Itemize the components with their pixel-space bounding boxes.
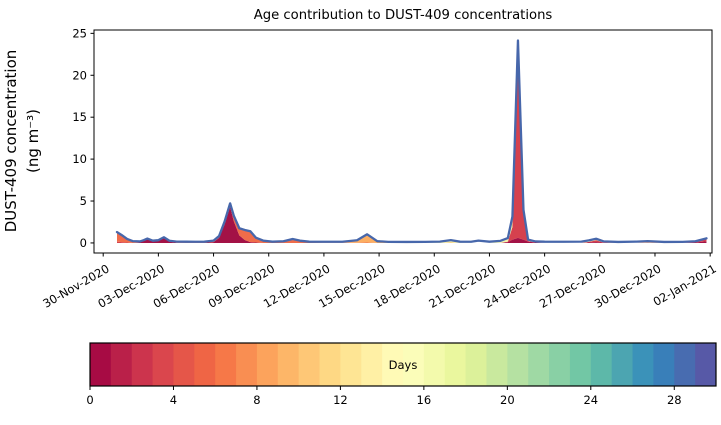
colorbar-tick-label: 24 [583,393,598,407]
area-layer-age-9-12-days [116,53,707,243]
colorbar-segment [110,343,133,386]
colorbar-label: Days [389,358,418,372]
colorbar-segment [444,343,467,386]
colorbar-segment [653,343,675,386]
colorbar-segment [90,343,112,386]
colorbar-tick-label: 20 [500,393,515,407]
stacked-area-layers [115,39,708,244]
x-tick-label: 02-Jan-2021 [651,261,719,308]
area-layer-age-0-2-days [116,206,707,243]
plot-border [93,29,713,254]
colorbar-tick-label: 8 [253,393,260,407]
colorbar-segment [298,343,321,386]
total-line [115,39,708,244]
area-layer-age-3-5-days [116,53,707,243]
y-tick-label: 15 [72,110,87,124]
y-tick-label: 20 [72,68,87,82]
colorbar-segment [611,343,634,386]
colorbar-segment [528,343,550,386]
colorbar-segment [465,343,487,386]
colorbar-segment [215,343,237,386]
y-axis-label-line1: DUST-409 concentration [2,50,20,233]
colorbar-segment [549,343,571,386]
colorbar-segment [256,343,279,386]
axes: 051015202530-Nov-202003-Dec-202006-Dec-2… [40,26,718,310]
chart-title: Age contribution to DUST-409 concentrati… [254,8,553,23]
area-layer-age-13-16-days [116,43,707,243]
colorbar-tick-label: 28 [667,393,682,407]
colorbar-segment [632,343,654,386]
y-tick-label: 5 [80,194,87,208]
colorbar-segment [319,343,341,386]
colorbar-segment [277,343,300,386]
y-tick-label: 25 [72,26,87,40]
colorbar-tick-label: 4 [170,393,177,407]
area-layer-age-6-8-days [116,53,707,243]
colorbar-segment [423,343,446,386]
colorbar-segment [590,343,613,386]
colorbar-segment [361,343,383,386]
y-axis-label-line2: (ng m⁻³) [24,109,42,173]
colorbar-segment [507,343,529,386]
colorbar-segment [569,343,592,386]
colorbar-segment [131,343,154,386]
colorbar-segment [674,343,696,386]
colorbar-segment [403,343,425,386]
colorbar-border [89,342,717,387]
colorbar: 0 4 8 12 16 20 24 28 [86,342,717,407]
colorbar-segment [236,343,258,386]
colorbar-segment [486,343,508,386]
y-tick-label: 0 [80,236,87,250]
colorbar-segment [382,343,404,386]
colorbar-segment [173,343,195,386]
colorbar-tick-label: 0 [86,393,93,407]
y-tick-label: 10 [72,152,87,166]
colorbar-segment [194,343,216,386]
colorbar-segment [152,343,174,386]
colorbar-segment [340,343,362,386]
colorbar-segment [695,343,717,386]
colorbar-tick-label: 16 [417,393,432,407]
colorbar-tick-label: 12 [333,393,348,407]
